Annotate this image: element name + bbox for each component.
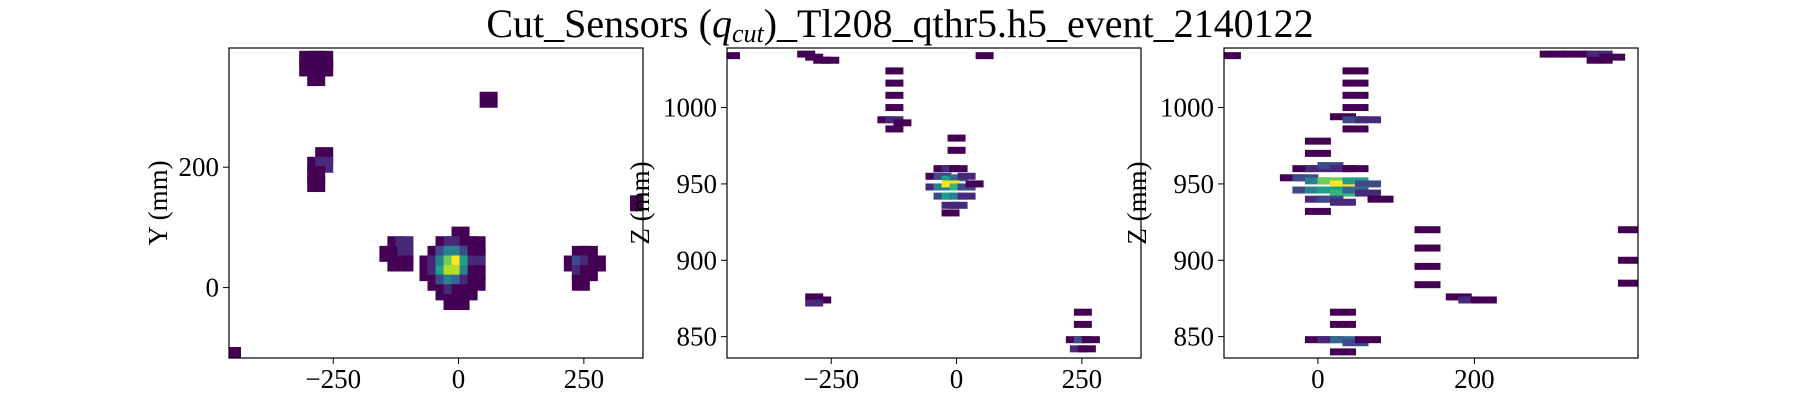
x-tick-label: −250 <box>803 364 859 394</box>
cell <box>1081 336 1100 344</box>
cell <box>1617 226 1638 234</box>
cell <box>885 91 904 99</box>
cell <box>1073 308 1092 316</box>
cell <box>1563 50 1590 58</box>
y-tick-label: 0 <box>206 273 220 303</box>
cell <box>1073 320 1092 328</box>
cell <box>957 192 976 200</box>
title-text: Cut_Sensors ( <box>486 1 712 46</box>
y-tick-label: 850 <box>1174 322 1215 352</box>
y-axis-label: Z (mm) <box>625 161 655 244</box>
cell <box>1355 336 1381 344</box>
cell <box>571 274 590 291</box>
cell <box>957 172 976 180</box>
cell <box>629 195 643 212</box>
cell <box>885 104 904 112</box>
cell <box>1342 104 1369 112</box>
cell <box>1329 198 1356 206</box>
cell <box>1414 281 1441 289</box>
x-tick-label: 0 <box>950 364 964 394</box>
cells <box>1224 50 1638 356</box>
cell <box>885 125 904 133</box>
cell <box>1355 116 1381 124</box>
cell <box>451 294 470 311</box>
cell <box>821 56 840 64</box>
cell <box>1329 348 1356 356</box>
axes-frame <box>1223 47 1639 359</box>
cell <box>1586 56 1613 64</box>
cell <box>893 119 912 127</box>
y-tick-label: 1000 <box>663 93 717 123</box>
cell <box>1414 262 1441 270</box>
cell <box>379 245 398 262</box>
x-tick-label: 0 <box>1311 364 1325 394</box>
title-subscript: cut <box>732 19 765 48</box>
cell <box>315 60 334 77</box>
y-tick-label: 950 <box>1174 169 1215 199</box>
cell <box>949 201 968 209</box>
cell <box>975 52 994 60</box>
y-tick-label: 900 <box>1174 245 1215 275</box>
x-tick-label: 250 <box>564 364 605 394</box>
y-axis-label: Z (mm) <box>1122 161 1152 244</box>
cell <box>1617 279 1638 287</box>
cell <box>1342 165 1369 173</box>
cell <box>395 255 414 272</box>
cell <box>1329 320 1356 328</box>
cell <box>1617 256 1638 264</box>
y-tick-label: 900 <box>677 245 718 275</box>
x-tick-label: 200 <box>1454 364 1495 394</box>
x-tick-label: −250 <box>305 364 361 394</box>
cell <box>949 165 968 173</box>
cell <box>1414 226 1441 234</box>
cell <box>307 176 326 193</box>
cell <box>965 180 984 188</box>
cell <box>805 299 824 307</box>
cell <box>885 67 904 75</box>
cell <box>1367 195 1394 203</box>
cell <box>1470 296 1497 304</box>
cells <box>229 50 643 358</box>
y-tick-label: 200 <box>179 152 220 182</box>
cell <box>885 79 904 87</box>
cell <box>1355 180 1381 188</box>
axes-frame <box>726 47 1142 359</box>
figure-title: Cut_Sensors (qcut)_Tl208_qthr5.h5_event_… <box>486 1 1313 48</box>
cells <box>727 50 1100 353</box>
cell <box>1342 67 1369 75</box>
y-tick-label: 950 <box>677 169 718 199</box>
x-tick-label: 250 <box>1062 364 1103 394</box>
cell <box>1355 189 1381 197</box>
cell <box>1304 149 1331 157</box>
cell <box>1342 91 1369 99</box>
y-tick-label: 850 <box>677 322 718 352</box>
cell <box>1539 50 1566 58</box>
axes-frame <box>228 47 644 359</box>
cell <box>1077 345 1096 353</box>
cell <box>941 209 960 217</box>
cell <box>1329 308 1356 316</box>
x-tick-label: 0 <box>452 364 466 394</box>
y-tick-label: 1000 <box>1160 93 1214 123</box>
cell <box>1304 207 1331 215</box>
cell <box>947 146 966 154</box>
cell <box>479 91 498 108</box>
cell <box>229 346 242 358</box>
cell <box>1224 52 1241 60</box>
title-text: )_Tl208_qthr5.h5_event_2140122 <box>764 1 1314 46</box>
cell <box>1414 244 1441 252</box>
cell <box>727 52 741 60</box>
cell <box>1304 137 1331 145</box>
cell <box>947 134 966 142</box>
y-axis-label: Y (mm) <box>143 160 173 245</box>
cell <box>1342 79 1369 87</box>
cell <box>1342 125 1369 133</box>
title-symbol: q <box>712 1 732 46</box>
